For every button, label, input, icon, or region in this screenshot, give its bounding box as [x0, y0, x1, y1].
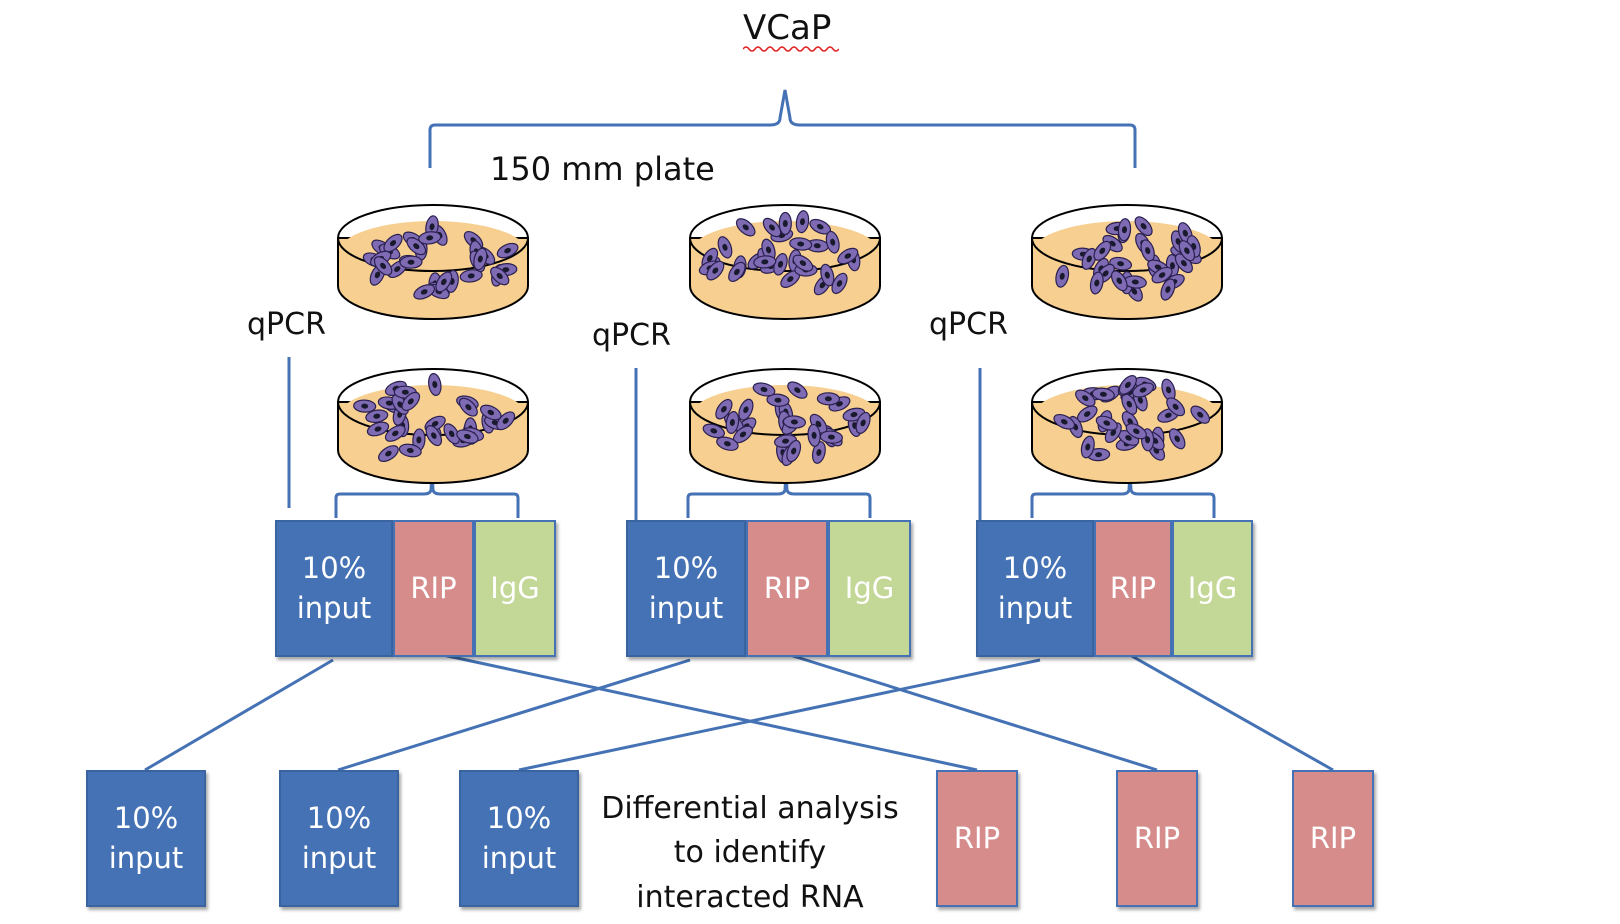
qpcr-label-2: qPCR	[592, 318, 671, 353]
bottom-input-box-3: 10% input	[459, 770, 579, 907]
bottom-input-box-2: 10% input	[279, 770, 399, 907]
diagram-title: VCaP	[743, 8, 832, 48]
petri-dish-icon	[337, 368, 529, 484]
bottom-rip-box-1: RIP	[936, 770, 1018, 907]
group-1-igg-box: IgG	[474, 520, 556, 657]
link-rip-1	[442, 653, 978, 772]
link-input-3	[518, 658, 1041, 772]
petri-dish-icon	[689, 204, 881, 320]
group-3-rip-box: RIP	[1094, 520, 1172, 657]
group-1-input-box: 10% input	[275, 520, 393, 657]
qpcr-label-3: qPCR	[929, 307, 1008, 342]
link-rip-2	[789, 653, 1158, 772]
petri-dish-icon	[1031, 368, 1223, 484]
petri-dish-icon	[689, 368, 881, 484]
group-1-rip-box: RIP	[393, 520, 474, 657]
group-3-input-box: 10% input	[976, 520, 1094, 657]
bottom-rip-box-2: RIP	[1116, 770, 1198, 907]
link-rip-3	[1129, 653, 1334, 772]
link-input-1	[144, 658, 334, 772]
qpcr-label-1: qPCR	[247, 307, 326, 342]
top-brace	[428, 89, 1137, 168]
bottom-input-box-1: 10% input	[86, 770, 206, 907]
bottom-rip-box-3: RIP	[1292, 770, 1374, 907]
petri-dish-icon	[1031, 204, 1223, 320]
group-2-igg-box: IgG	[828, 520, 911, 657]
spellcheck-underline	[743, 46, 839, 52]
plate-label: 150 mm plate	[490, 150, 715, 188]
group-3-igg-box: IgG	[1172, 520, 1253, 657]
link-input-2	[337, 658, 691, 772]
analysis-text: Differential analysis to identify intera…	[601, 791, 899, 915]
petri-dish-icon	[337, 204, 529, 320]
group-2-rip-box: RIP	[746, 520, 828, 657]
group-2-input-box: 10% input	[626, 520, 746, 657]
